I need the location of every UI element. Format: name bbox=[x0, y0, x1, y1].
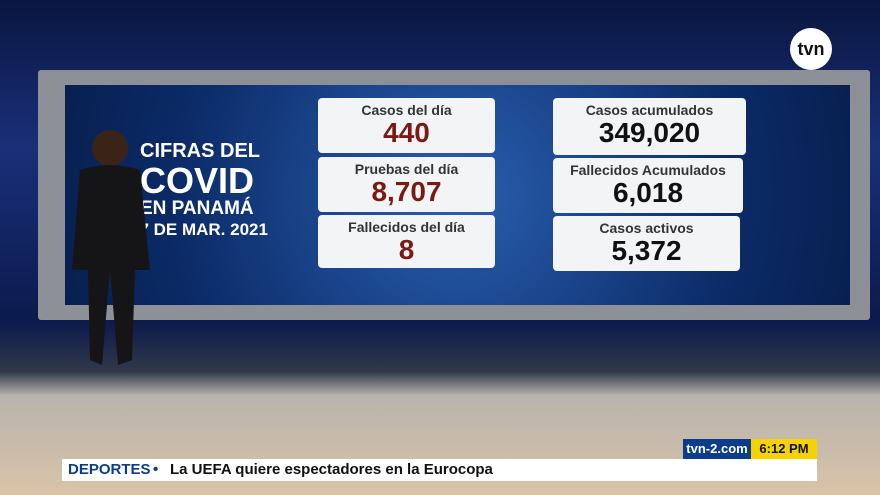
ticker-section: DEPORTES bbox=[68, 461, 151, 478]
bullet: • bbox=[153, 461, 159, 478]
head bbox=[92, 130, 128, 166]
stat-value: 440 bbox=[383, 117, 430, 148]
channel-logo: tvn bbox=[790, 28, 832, 70]
stat-value: 349,020 bbox=[598, 117, 701, 148]
site: tvn-2.com bbox=[683, 439, 751, 459]
stat-card: Fallecidos Acumulados 6,018 bbox=[553, 158, 743, 213]
stat-card: Pruebas del día 8,707 bbox=[318, 157, 495, 212]
title-line: COVID bbox=[140, 160, 255, 201]
stat-label: Casos activos bbox=[599, 220, 694, 236]
stat-value: 5,372 bbox=[611, 235, 682, 266]
stat-label: Casos acumulados bbox=[585, 102, 714, 118]
title-line: CIFRAS DEL bbox=[140, 140, 260, 162]
stat-value: 8 bbox=[398, 234, 415, 265]
stat-card: Casos del día 440 bbox=[318, 98, 495, 153]
presenter bbox=[72, 130, 150, 365]
stat-label: Fallecidos Acumulados bbox=[570, 162, 726, 178]
stat-label: Fallecidos del día bbox=[348, 219, 465, 235]
stat-card: Casos acumulados 349,020 bbox=[553, 98, 746, 155]
stat-label: Casos del día bbox=[361, 102, 452, 118]
clock: 6:12 PM bbox=[751, 439, 817, 459]
ticker-bar bbox=[62, 459, 817, 481]
title-line: 17 DE MAR. 2021 bbox=[130, 220, 268, 239]
stat-value: 6,018 bbox=[612, 177, 684, 208]
title-line: EN PANAMÁ bbox=[140, 198, 254, 219]
stat-value: 8,707 bbox=[371, 176, 442, 207]
stat-card: Casos activos 5,372 bbox=[553, 216, 740, 271]
body bbox=[72, 165, 150, 365]
stat-card: Fallecidos del día 8 bbox=[318, 215, 495, 268]
ticker-headline: La UEFA quiere espectadores en la Euroco… bbox=[170, 461, 493, 478]
stat-label: Pruebas del día bbox=[354, 161, 459, 177]
